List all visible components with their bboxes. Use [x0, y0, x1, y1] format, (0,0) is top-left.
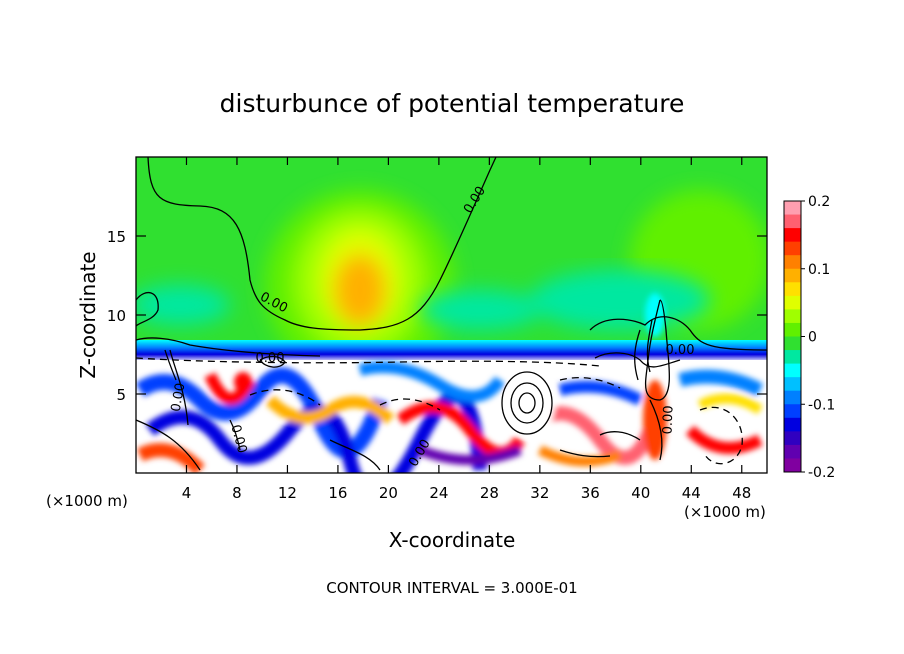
colorbar-tick-label: -0.2 — [808, 465, 835, 481]
x-tick-label: 48 — [732, 484, 751, 502]
contour-label: 0.00 — [169, 382, 189, 413]
x-axis: 4 8 12 16 20 24 28 32 36 40 44 48 — [182, 157, 751, 502]
y-tick-label: 15 — [107, 228, 126, 246]
contour-label: 0.00 — [256, 351, 285, 366]
colorbar-swatch — [784, 350, 801, 365]
field-image — [136, 157, 767, 473]
colorbar-swatch — [784, 255, 801, 270]
colorbar-swatch — [784, 295, 801, 310]
x-tick-label: 40 — [631, 484, 650, 502]
colorbar-swatch — [784, 336, 801, 351]
colorbar-swatch — [784, 241, 801, 256]
y-tick-label: 5 — [116, 386, 126, 404]
x-unit-label-right: (×1000 m) — [684, 503, 766, 521]
colorbar-swatch — [784, 458, 801, 473]
contour-interval-note: CONTOUR INTERVAL = 3.000E-01 — [326, 579, 577, 597]
negative-contours — [136, 357, 743, 465]
colorbar-swatch — [784, 268, 801, 283]
x-tick-label: 4 — [182, 484, 192, 502]
y-axis-label: Z-coordinate — [76, 251, 100, 378]
colorbar-ticks: 0.2 0.1 0 -0.1 -0.2 — [801, 194, 835, 481]
colorbar — [784, 201, 801, 473]
colorbar-swatch — [784, 214, 801, 229]
contour-lines — [136, 157, 767, 471]
y-tick-label: 10 — [107, 307, 126, 325]
x-tick-label: 36 — [581, 484, 600, 502]
colorbar-swatch — [784, 377, 801, 392]
colorbar-swatch — [784, 417, 801, 432]
colorbar-swatch — [784, 363, 801, 378]
colorbar-tick-label: 0.2 — [808, 194, 830, 210]
x-tick-label: 32 — [530, 484, 549, 502]
colorbar-swatch — [784, 444, 801, 459]
contour-label: 0.00 — [661, 405, 677, 434]
colorbar-tick-label: 0 — [808, 330, 817, 346]
x-tick-label: 8 — [232, 484, 242, 502]
colorbar-swatch — [784, 282, 801, 297]
x-tick-label: 12 — [278, 484, 297, 502]
warm-anomaly — [265, 190, 767, 380]
inversion-band — [136, 340, 767, 362]
colorbar-swatch — [784, 309, 801, 324]
contour-label: 0.00 — [666, 343, 695, 358]
x-axis-label: X-coordinate — [389, 528, 516, 552]
x-tick-label: 28 — [480, 484, 499, 502]
chart-title: disturbunce of potential temperature — [220, 89, 685, 118]
x-tick-label: 16 — [328, 484, 347, 502]
colorbar-swatch — [784, 228, 801, 243]
x-tick-label: 24 — [429, 484, 448, 502]
colorbar-swatch — [784, 390, 801, 405]
y-axis: 5 10 15 — [107, 228, 767, 404]
colorbar-tick-label: 0.1 — [808, 262, 830, 278]
colorbar-swatch — [784, 322, 801, 337]
colorbar-swatch — [784, 431, 801, 446]
colorbar-swatch — [784, 201, 801, 216]
colorbar-swatch — [784, 404, 801, 419]
colorbar-tick-label: -0.1 — [808, 397, 835, 413]
x-unit-label-left: (×1000 m) — [46, 492, 128, 510]
x-tick-label: 44 — [682, 484, 701, 502]
contour-label: 0.00 — [227, 423, 249, 455]
x-tick-label: 20 — [379, 484, 398, 502]
